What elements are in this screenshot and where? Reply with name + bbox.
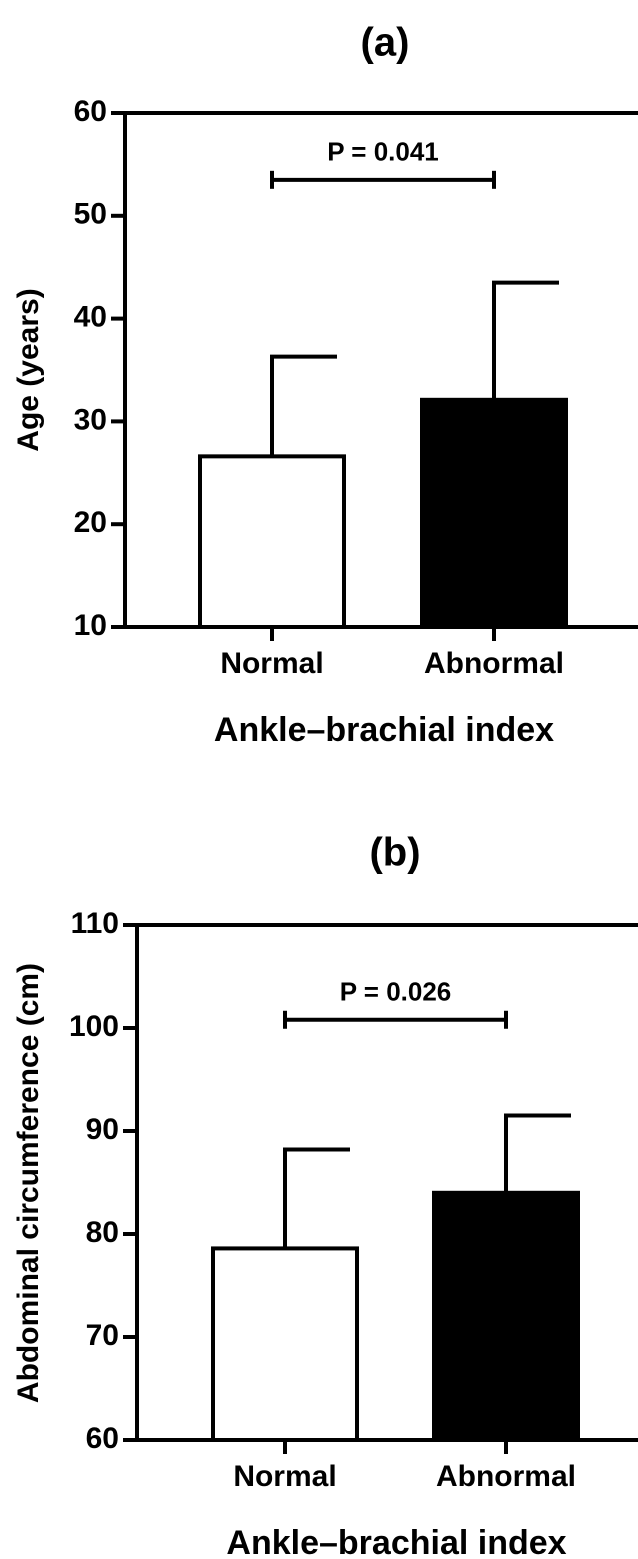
x-axis-label: Ankle–brachial index (226, 1524, 566, 1559)
y-tick-label: 80 (86, 1216, 119, 1249)
y-tick-label: 50 (74, 198, 107, 231)
y-tick-label: 20 (74, 506, 107, 539)
bar (420, 397, 568, 630)
y-tick-label: 30 (74, 403, 107, 436)
x-tick-label: Abnormal (436, 1460, 576, 1493)
y-tick-label: 100 (69, 1010, 119, 1043)
p-value: P = 0.041 (327, 137, 439, 167)
chart-title: (a) (361, 21, 410, 65)
y-tick-label: 60 (86, 1422, 119, 1455)
x-tick-label: Normal (220, 647, 323, 680)
x-tick-label: Normal (233, 1460, 336, 1493)
bar (198, 454, 346, 629)
y-axis-label: Abdominal circumference (cm) (12, 963, 45, 1403)
y-tick-label: 110 (71, 907, 119, 940)
p-value: P = 0.026 (340, 977, 452, 1007)
x-tick-label: Abnormal (424, 647, 564, 680)
bar (432, 1190, 580, 1443)
y-axis-label: Age (years) (12, 288, 45, 451)
bar (211, 1246, 359, 1443)
x-axis-label: Ankle–brachial index (214, 711, 554, 749)
y-tick-label: 90 (86, 1113, 119, 1146)
y-tick-label: 60 (74, 95, 107, 128)
y-tick-label: 10 (74, 609, 107, 642)
y-tick-label: 40 (74, 301, 107, 334)
chart-title: (b) (369, 831, 420, 875)
y-tick-label: 70 (86, 1319, 119, 1352)
